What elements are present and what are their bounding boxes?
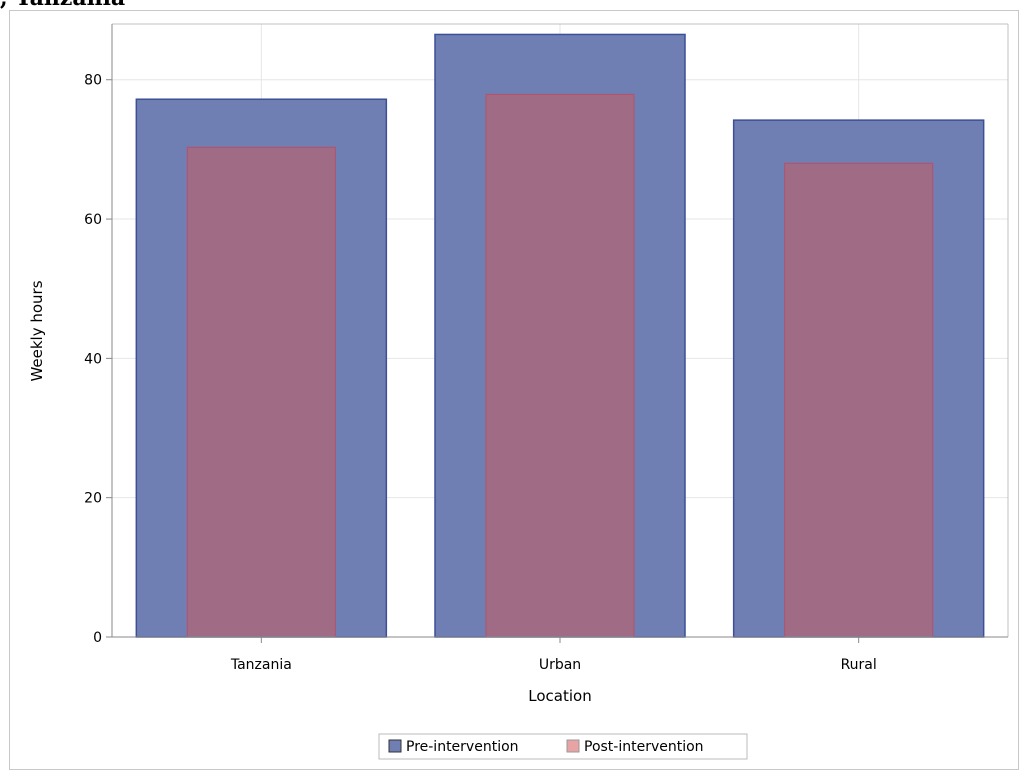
legend: Pre-intervention Post-intervention xyxy=(378,733,748,760)
y-tick-label: 60 xyxy=(84,212,102,228)
y-axis-title: Weekly hours xyxy=(28,280,46,381)
y-tick-label: 80 xyxy=(84,73,102,89)
y-tick-label: 0 xyxy=(93,630,102,646)
page-title: , Tanzania xyxy=(0,0,125,11)
bars xyxy=(135,33,985,638)
legend-label-post: Post-intervention xyxy=(584,739,704,755)
bar-post-urban xyxy=(485,93,635,638)
x-tick-label: Tanzania xyxy=(230,657,292,673)
x-tick-label: Urban xyxy=(539,657,581,673)
bar-post-rural xyxy=(784,162,934,638)
legend-swatch-pre xyxy=(388,739,402,753)
legend-border xyxy=(378,733,748,760)
y-tick-label: 20 xyxy=(84,491,102,507)
legend-swatch-post xyxy=(566,739,580,753)
x-tick-label: Rural xyxy=(841,657,877,673)
legend-label-pre: Pre-intervention xyxy=(406,739,519,755)
bar-post-tanzania xyxy=(186,146,336,638)
ticks: 0 20 40 60 80 Tanzania Urban Rural xyxy=(84,73,877,673)
y-tick-label: 40 xyxy=(84,351,102,367)
x-axis-title: Location xyxy=(528,687,591,705)
chart-frame xyxy=(9,10,1019,770)
